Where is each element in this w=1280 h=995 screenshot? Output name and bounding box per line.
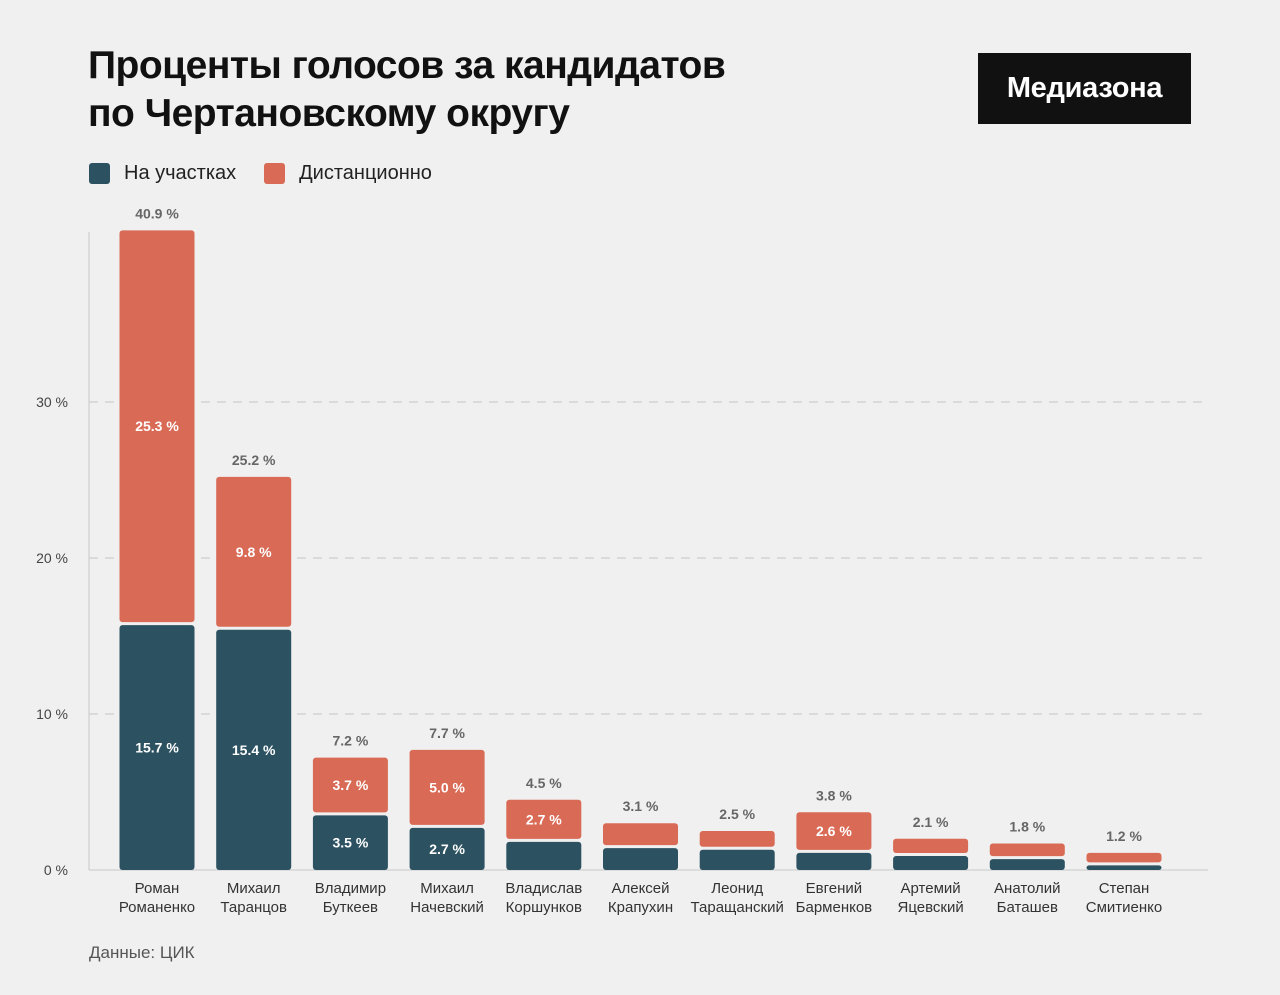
y-tick-label-10: 10 % [36,706,68,722]
category-label-4-0: Владислав [505,880,582,897]
bar-remote-label-4: 2.7 % [526,811,562,827]
bar-remote-7 [796,812,872,850]
category-label-6-0: Леонид [711,880,763,897]
bar-remote-0 [119,230,195,623]
category-label-1-1: Таранцов [220,899,287,916]
bar-onsite-0 [119,625,195,870]
bar-remote-6 [699,831,775,847]
bar-remote-label-0: 25.3 % [135,418,179,434]
bar-total-label-10: 1.2 % [1106,828,1142,844]
bar-remote-3 [409,749,485,825]
category-label-5-0: Алексей [611,880,669,897]
y-tick-label-0: 0 % [44,862,68,878]
bar-onsite-4 [506,841,582,870]
bar-remote-5 [603,823,678,846]
bar-total-label-3: 7.7 % [429,725,465,741]
bar-remote-label-3: 5.0 % [429,779,465,795]
bar-total-label-6: 2.5 % [719,806,755,822]
bar-remote-label-2: 3.7 % [332,777,368,793]
legend-swatch-remote [264,163,286,184]
bar-onsite-label-0: 15.7 % [135,740,179,756]
bar-onsite-label-2: 3.5 % [332,835,368,851]
category-label-0-0: Роман [135,880,180,897]
bar-onsite-label-1: 15.4 % [232,742,276,758]
legend-label-onsite: На участках [124,162,237,184]
bar-onsite-9 [989,859,1065,870]
y-tick-label-30: 30 % [36,394,68,410]
chart-title-line-1: Проценты голосов за кандидатов [88,44,726,87]
bar-total-label-9: 1.8 % [1009,818,1045,834]
category-label-2-0: Владимир [315,880,386,897]
category-label-7-0: Евгений [806,880,863,897]
bar-total-label-1: 25.2 % [232,452,276,468]
bar-onsite-10 [1086,865,1162,870]
bar-total-label-4: 4.5 % [526,775,562,791]
category-label-4-1: Коршунков [506,899,582,916]
category-label-3-0: Михаил [420,880,474,897]
bar-total-label-2: 7.2 % [332,733,368,749]
bar-remote-4 [506,799,582,839]
bar-total-label-7: 3.8 % [816,787,852,803]
chart-title-line-2: по Чертановскому округу [88,92,570,135]
category-label-6-1: Таращанский [691,899,784,916]
legend-label-remote: Дистанционно [299,162,432,184]
bar-remote-label-7: 2.6 % [816,823,852,839]
bar-onsite-6 [699,849,775,870]
bar-remote-2 [312,757,388,813]
bar-remote-1 [216,476,292,627]
category-label-10-0: Степан [1099,880,1150,897]
category-label-3-1: Начевский [410,899,484,916]
legend: На участках Дистанционно [89,162,432,185]
category-label-0-1: Романенко [119,899,195,916]
brand-logo: Медиазона [978,53,1191,124]
bar-remote-10 [1086,852,1162,863]
bar-onsite-3 [409,827,485,870]
category-label-9-1: Баташев [997,899,1058,916]
legend-swatch-onsite [89,163,110,184]
category-label-8-1: Яцевский [897,899,963,916]
category-label-1-0: Михаил [227,880,281,897]
chart-title: Проценты голосов за кандидатов по Чертан… [88,42,726,138]
source-note: Данные: ЦИК [89,943,195,962]
category-label-9-0: Анатолий [994,880,1061,897]
legend-item-remote: Дистанционно [264,162,432,185]
category-label-8-0: Артемий [901,880,961,897]
bar-onsite-label-3: 2.7 % [429,841,465,857]
bar-onsite-7 [796,852,872,870]
bar-total-label-8: 2.1 % [913,814,949,830]
category-label-2-1: Буткеев [323,899,378,916]
bar-remote-8 [893,838,969,853]
bar-onsite-8 [893,855,969,870]
y-tick-label-20: 20 % [36,550,68,566]
category-label-5-1: Крапухин [608,899,673,916]
bar-onsite-2 [312,815,388,870]
bar-onsite-1 [216,629,292,870]
bar-onsite-5 [603,848,678,870]
category-label-7-1: Барменков [796,899,873,916]
category-label-10-1: Смитиенко [1086,899,1162,916]
bar-total-label-5: 3.1 % [623,798,659,814]
bar-remote-9 [989,843,1065,857]
bar-remote-label-1: 9.8 % [236,544,272,560]
legend-item-onsite: На участках [89,162,236,185]
bar-total-label-0: 40.9 % [135,205,179,221]
